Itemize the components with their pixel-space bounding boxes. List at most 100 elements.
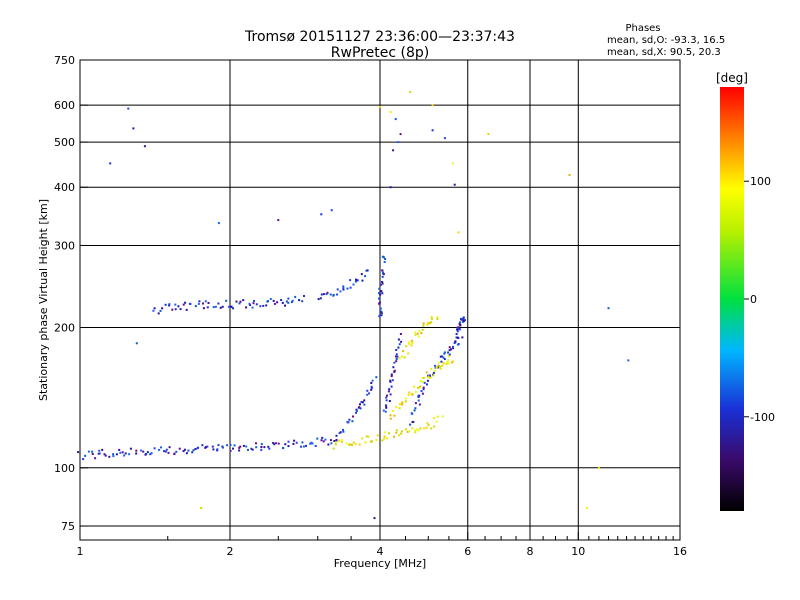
x-tick-label: 10 — [571, 545, 585, 558]
point-x — [386, 437, 389, 440]
point-o — [462, 316, 465, 319]
point-o — [260, 443, 263, 446]
point-o — [390, 373, 393, 376]
point-o — [185, 452, 188, 455]
point-o — [448, 353, 451, 356]
point-x — [417, 429, 420, 432]
y-tick-label: 75 — [61, 520, 75, 533]
point-o — [381, 282, 384, 285]
point-o — [252, 302, 255, 305]
point-x — [430, 367, 433, 370]
point-o — [217, 222, 220, 225]
point-o — [361, 401, 364, 404]
point-o — [380, 311, 383, 314]
point-x — [430, 321, 433, 323]
point-o — [399, 333, 402, 335]
point-o — [342, 287, 345, 290]
point-x — [410, 344, 413, 347]
point-o — [160, 446, 162, 449]
point-o — [355, 411, 357, 414]
point-o — [239, 300, 242, 303]
point-x — [345, 442, 348, 445]
point-o — [377, 297, 380, 300]
point-o — [255, 446, 258, 449]
point-x — [429, 376, 432, 379]
point-o — [325, 293, 328, 296]
point-o — [349, 279, 352, 282]
point-o — [259, 305, 262, 308]
point-x — [487, 133, 490, 136]
point-o — [232, 447, 234, 450]
point-o — [371, 379, 374, 382]
point-x — [439, 365, 441, 368]
x-tick-label: 6 — [464, 545, 471, 558]
point-o — [239, 445, 242, 448]
point-o — [382, 273, 385, 276]
y-tick-label: 500 — [54, 136, 75, 149]
point-o — [287, 301, 290, 304]
point-o — [364, 275, 367, 278]
point-x — [451, 162, 454, 165]
point-o — [98, 452, 101, 455]
point-x — [418, 330, 421, 332]
point-x — [414, 429, 417, 432]
point-o — [204, 446, 207, 449]
point-o — [159, 309, 162, 312]
point-o — [217, 302, 220, 305]
point-x — [430, 316, 433, 319]
point-o — [378, 287, 381, 290]
point-o — [422, 388, 425, 391]
point-x — [425, 426, 428, 429]
point-o — [457, 326, 460, 329]
point-o — [185, 308, 188, 311]
point-x — [585, 507, 588, 509]
point-o — [290, 301, 293, 304]
point-o — [207, 302, 210, 304]
point-o — [392, 366, 395, 369]
point-x — [341, 439, 344, 442]
point-o — [443, 351, 446, 354]
point-x — [408, 430, 411, 433]
point-x — [389, 111, 392, 113]
point-o — [426, 383, 428, 386]
point-o — [382, 271, 385, 274]
point-o — [320, 213, 323, 216]
point-o — [322, 440, 325, 443]
point-o — [462, 317, 465, 320]
y-tick-label: 300 — [54, 239, 75, 252]
point-o — [320, 293, 323, 296]
point-o — [382, 409, 385, 412]
point-o — [247, 448, 249, 451]
point-o — [197, 302, 200, 305]
point-o — [167, 451, 170, 454]
point-o — [443, 352, 446, 355]
point-o — [397, 141, 400, 144]
point-x — [435, 366, 438, 369]
point-o — [456, 328, 459, 331]
point-o — [455, 333, 458, 335]
point-o — [386, 394, 388, 397]
point-x — [451, 360, 454, 363]
point-o — [368, 392, 370, 395]
point-x — [416, 332, 419, 335]
point-o — [389, 380, 392, 383]
point-x — [400, 355, 403, 358]
point-o — [451, 345, 454, 348]
point-x — [389, 417, 392, 420]
point-x — [383, 435, 386, 438]
point-o — [242, 299, 245, 302]
point-x — [395, 429, 398, 432]
point-x — [441, 415, 444, 418]
point-o — [123, 454, 126, 457]
point-x — [427, 375, 430, 378]
point-o — [229, 449, 232, 452]
point-o — [324, 438, 327, 441]
point-x — [404, 400, 407, 403]
point-x — [437, 361, 440, 364]
point-o — [287, 445, 290, 448]
point-o — [108, 455, 111, 458]
point-o — [342, 285, 345, 288]
point-o — [178, 447, 181, 450]
point-o — [448, 349, 451, 352]
point-o — [295, 441, 298, 444]
